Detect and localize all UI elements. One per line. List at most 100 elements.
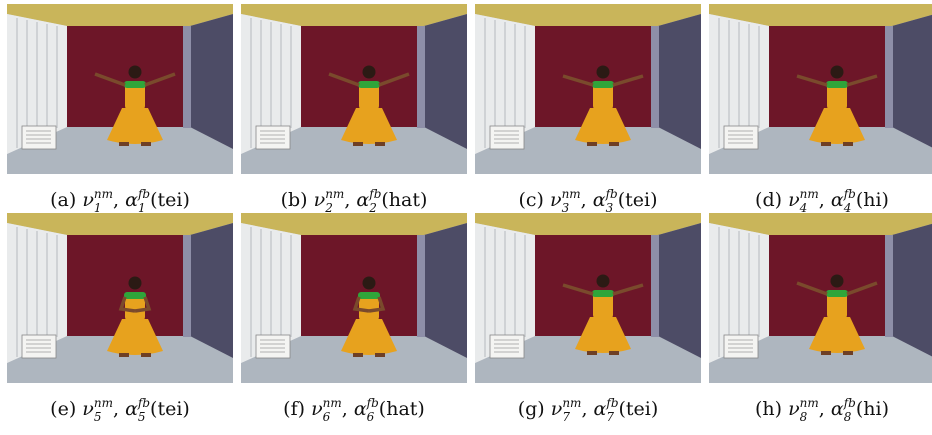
figure: (a) νnm 1, αfb 1 (tei) (b) νnm 2, αfb 2 (hat) … — [3, 4, 932, 424]
syllable: (tei) — [618, 398, 659, 420]
right-foot — [375, 142, 385, 146]
slate-board — [489, 125, 525, 150]
slate-board — [21, 334, 57, 359]
left-foot — [587, 142, 597, 146]
right-foot — [609, 351, 619, 355]
right-curtain — [658, 223, 701, 358]
caption-e: (e) νnm 5, αfb 5 (tei) — [3, 385, 237, 424]
alpha-superscript: fb — [843, 396, 856, 410]
alpha-symbol: α — [592, 189, 606, 211]
right-foot — [141, 353, 151, 357]
saree-skirt — [341, 108, 397, 144]
right-arm — [612, 283, 644, 296]
ceiling — [475, 4, 701, 26]
blouse — [358, 81, 380, 88]
syllable: (hat) — [381, 189, 428, 211]
alpha-symbol: α — [125, 189, 138, 211]
right-foot — [375, 353, 385, 357]
ceiling — [241, 213, 467, 235]
nu-symbol: ν — [82, 189, 94, 211]
syllable: (hi) — [855, 189, 889, 211]
alpha-symbol: α — [830, 189, 844, 211]
curtain-edge — [417, 235, 425, 337]
saree-skirt — [341, 319, 397, 355]
syllable: (hi) — [855, 398, 889, 420]
blouse — [592, 290, 614, 297]
right-curtain — [190, 14, 233, 149]
panel-b: (b) νnm 2, αfb 2 (hat) — [241, 4, 467, 215]
left-arm — [796, 281, 828, 296]
floor — [7, 336, 233, 383]
dancer — [796, 274, 878, 355]
curtain-edge — [885, 235, 893, 337]
saree-skirt — [575, 108, 631, 144]
curtain-edge — [183, 235, 191, 337]
left-foot — [353, 353, 363, 357]
left-arm — [562, 283, 594, 296]
nu-superscript: nm — [93, 396, 113, 410]
right-arm — [846, 281, 878, 296]
curtain-edge — [885, 26, 893, 128]
left-foot — [119, 142, 129, 146]
blouse — [826, 81, 848, 88]
floor — [241, 336, 467, 383]
alpha-subscript: 1 — [137, 201, 146, 215]
right-arm — [144, 72, 176, 87]
alpha-superscript: fb — [137, 396, 151, 410]
nu-subscript: 6 — [322, 410, 331, 424]
floor — [475, 127, 701, 174]
photo-e — [7, 213, 233, 383]
ceiling — [709, 4, 932, 26]
nu-superscript: nm — [562, 396, 582, 410]
left-foot — [353, 142, 363, 146]
floor — [709, 336, 932, 383]
subfig-label: (e) — [50, 398, 77, 420]
syllable: (tei) — [150, 398, 190, 420]
slate-board — [21, 125, 57, 150]
alpha-subscript: 2 — [369, 201, 377, 215]
saree-torso — [593, 291, 613, 319]
panel-h: (h) νnm 8, αfb 8 (hi) — [709, 213, 932, 424]
ceiling — [475, 213, 701, 235]
slate-board — [489, 334, 525, 359]
dancer — [341, 276, 397, 357]
stage-scene — [709, 213, 932, 383]
left-arm — [352, 296, 370, 313]
slate-board — [255, 125, 291, 150]
nu-subscript: 4 — [799, 201, 808, 215]
left-foot — [821, 142, 831, 146]
right-arm — [378, 72, 410, 87]
dancer — [562, 274, 644, 355]
caption-c: (c) νnm 3, αfb 3 (tei) — [471, 176, 705, 215]
subfig-label: (h) — [755, 398, 783, 420]
alpha-subscript: 8 — [843, 410, 852, 424]
head — [128, 65, 142, 79]
right-arm — [612, 74, 644, 87]
subfig-label: (b) — [280, 189, 308, 211]
right-curtain — [658, 14, 701, 149]
blouse — [124, 292, 146, 299]
alpha-superscript: fb — [606, 396, 619, 410]
nu-superscript: nm — [322, 396, 342, 410]
alpha-superscript: fb — [369, 187, 382, 201]
right-curtain — [424, 14, 467, 149]
nu-subscript: 3 — [561, 201, 570, 215]
panel-g: (g) νnm 7, αfb 7 (tei) — [475, 213, 701, 424]
slate-board — [723, 125, 759, 150]
head — [362, 276, 376, 290]
right-curtain — [892, 14, 932, 148]
stage-scene — [241, 4, 467, 174]
slate-board — [723, 334, 759, 359]
caption-g: (g) νnm 7, αfb 7 (tei) — [471, 385, 705, 424]
saree-torso — [125, 293, 145, 321]
stage-scene — [7, 213, 233, 383]
subfig-label: (d) — [755, 189, 783, 211]
nu-subscript: 7 — [562, 410, 570, 424]
nu-symbol: ν — [788, 189, 800, 211]
stage-scene — [709, 4, 932, 174]
photo-f — [241, 213, 467, 383]
alpha-superscript: fb — [843, 187, 856, 201]
left-foot — [821, 351, 831, 355]
right-arm — [846, 74, 878, 87]
photo-a — [7, 4, 233, 174]
